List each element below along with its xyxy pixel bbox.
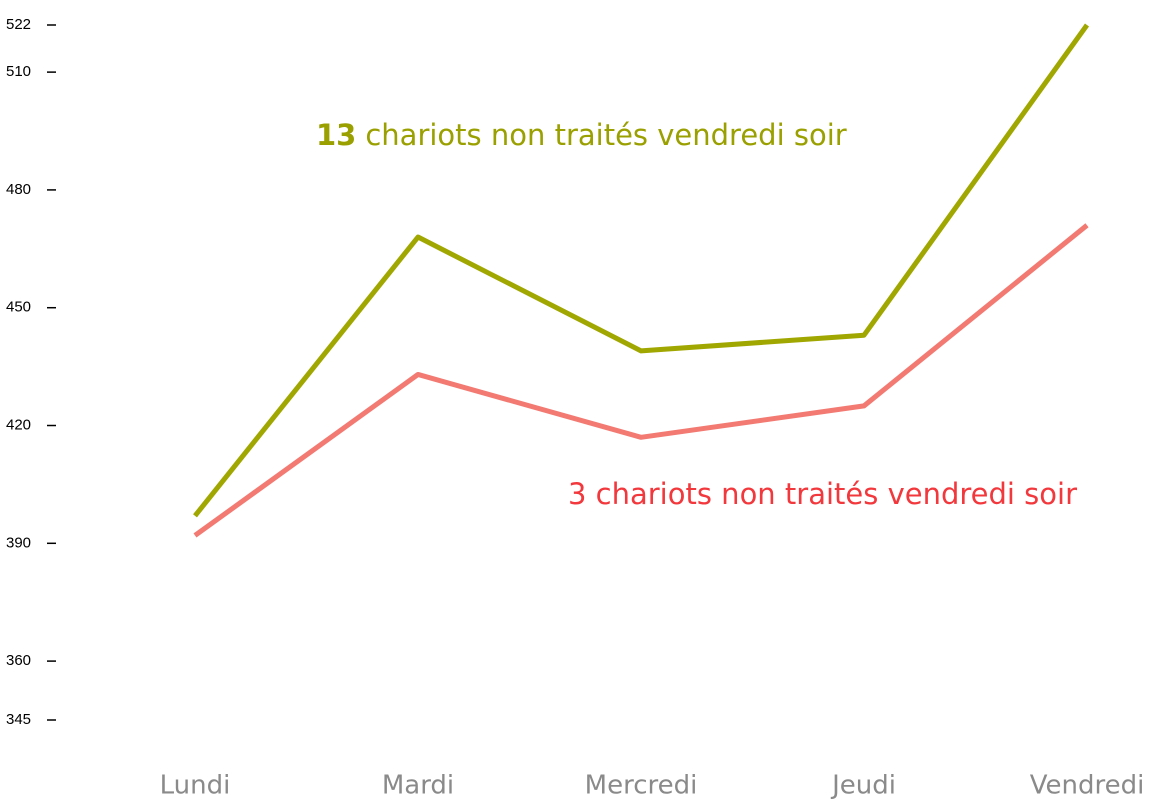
x-tick-label: Vendredi: [1030, 771, 1145, 801]
annotation-bold: 13: [316, 118, 356, 152]
x-tick-label: Lundi: [160, 771, 231, 801]
y-tick-label: 510: [6, 63, 31, 80]
annotation-text: 3 chariots non traités vendredi soir: [568, 477, 1077, 511]
annotation: 13 chariots non traités vendredi soir: [316, 118, 847, 152]
y-tick-label: 450: [6, 299, 31, 316]
annotation-text: chariots non traités vendredi soir: [365, 118, 846, 152]
y-tick-label: 420: [6, 416, 31, 433]
y-tick-label: 390: [6, 534, 31, 551]
y-tick-label: 480: [6, 181, 31, 198]
y-tick-label: 345: [6, 711, 31, 728]
x-tick-label: Jeudi: [830, 771, 896, 801]
y-tick-label: 360: [6, 652, 31, 669]
y-tick-label: 522: [6, 16, 31, 33]
line-series: [193, 223, 1089, 538]
x-tick-label: Mardi: [382, 771, 454, 801]
line-series: [193, 23, 1090, 518]
annotation: 3 chariots non traités vendredi soir: [568, 477, 1077, 511]
x-tick-label: Mercredi: [585, 771, 698, 801]
